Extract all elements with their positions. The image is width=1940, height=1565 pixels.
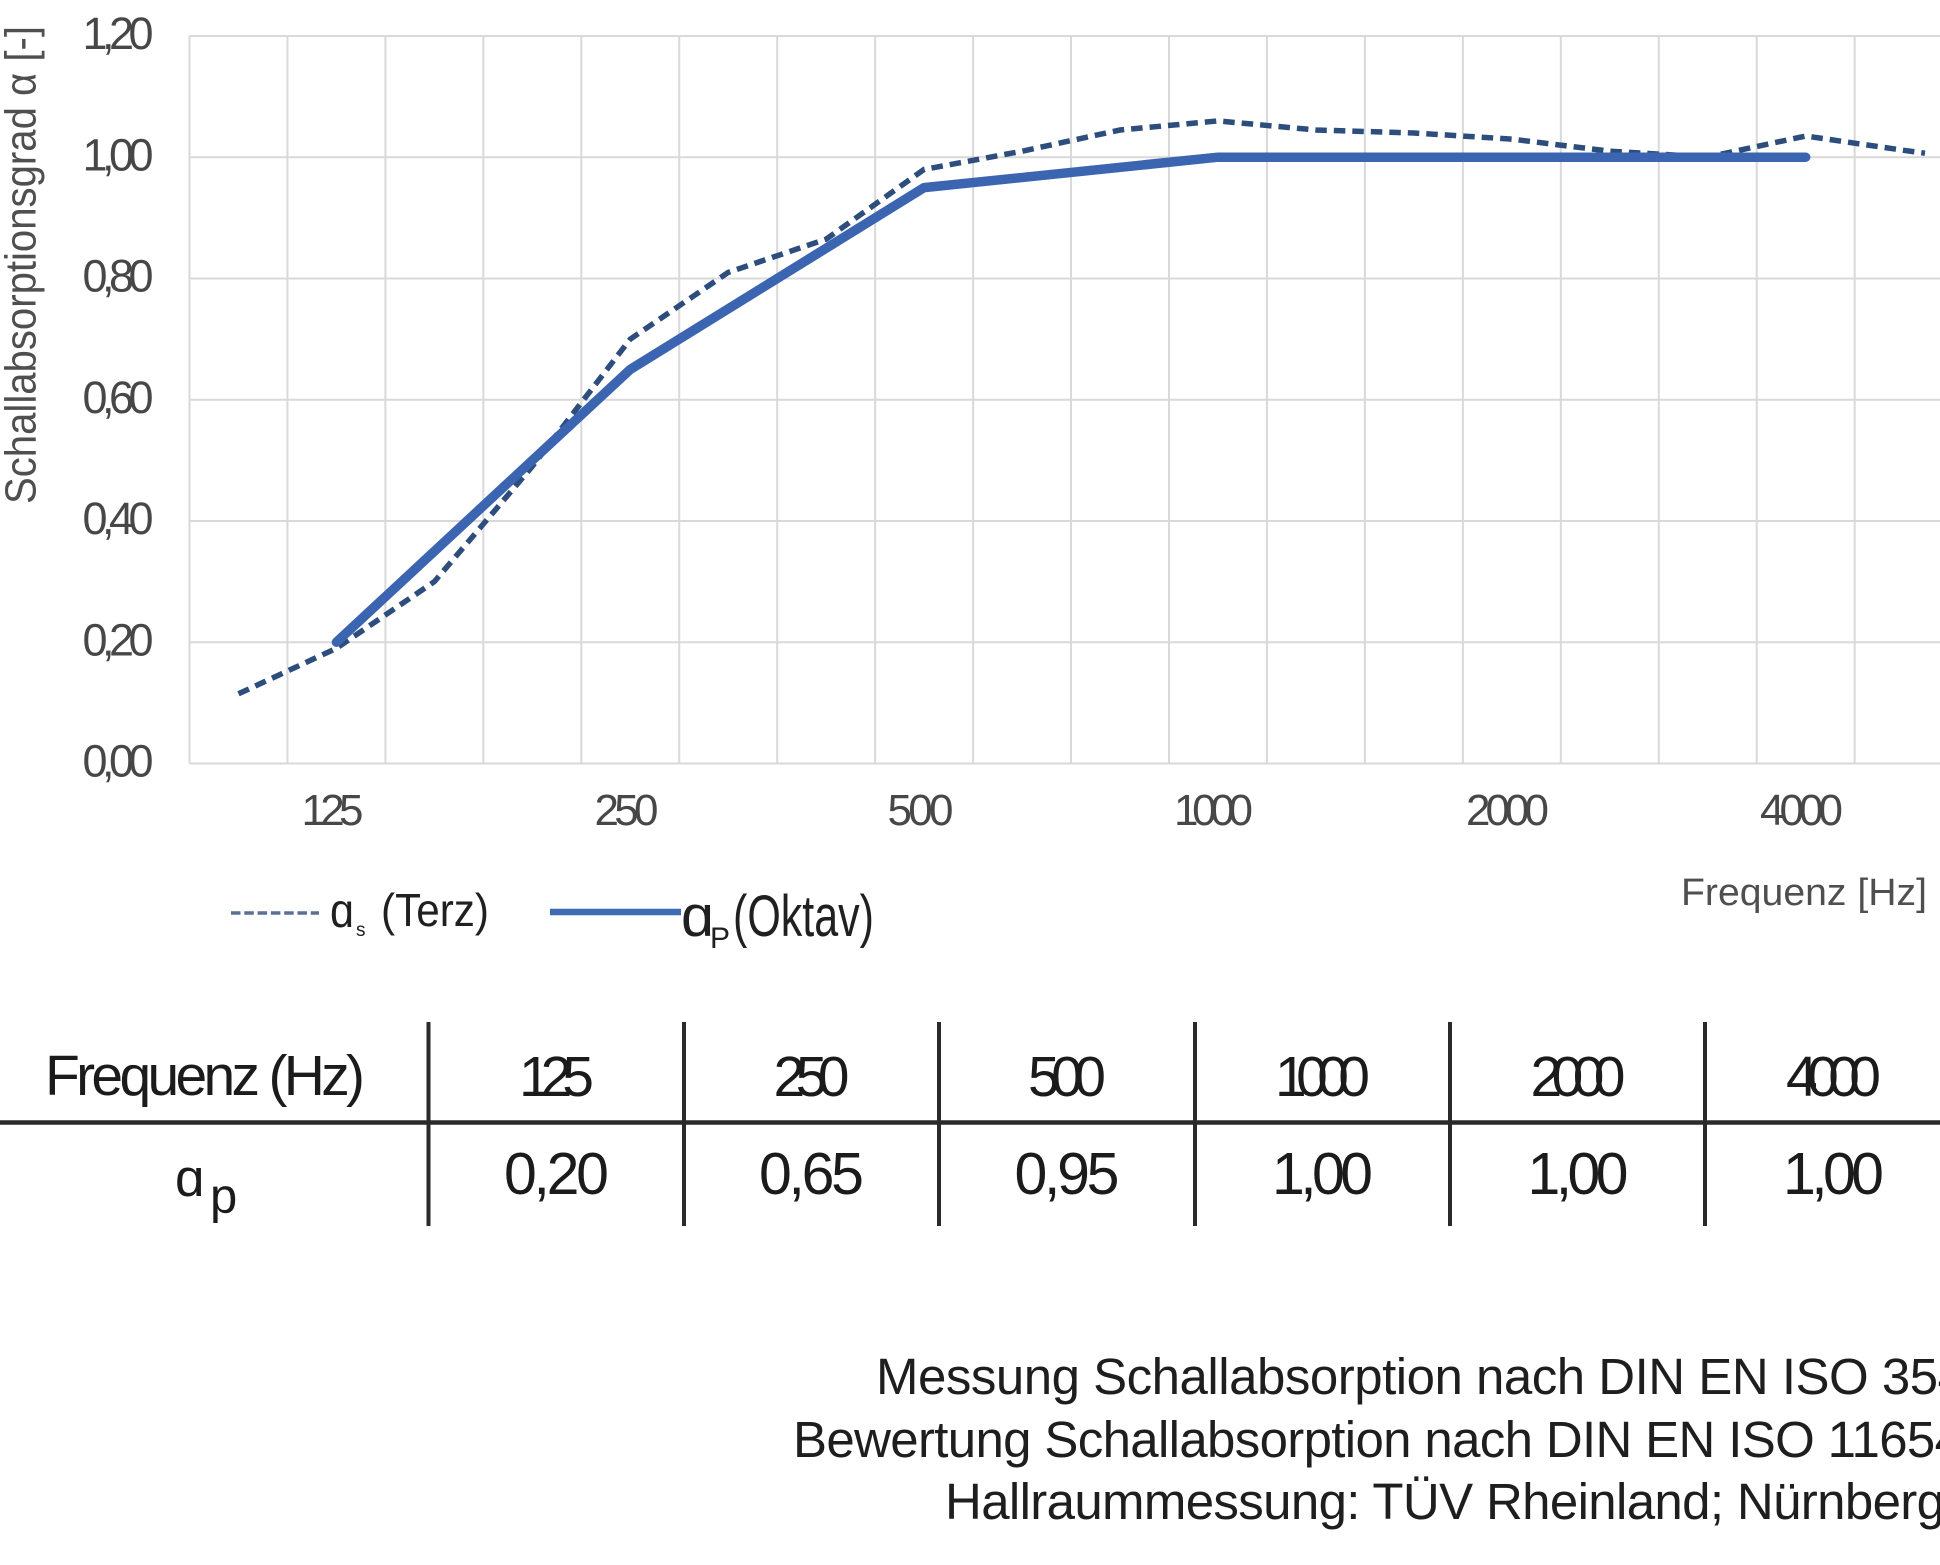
svg-text:1,00: 1,00: [1528, 1141, 1629, 1207]
svg-text:4000: 4000: [1760, 786, 1843, 835]
svg-text:2000: 2000: [1531, 1045, 1626, 1109]
svg-text:0,80: 0,80: [83, 251, 154, 302]
svg-text:500: 500: [1028, 1045, 1106, 1109]
svg-text:(Terz): (Terz): [381, 884, 489, 936]
svg-text:250: 250: [595, 786, 659, 835]
svg-text:0,95: 0,95: [1015, 1141, 1120, 1207]
svg-text:250: 250: [774, 1045, 850, 1109]
svg-text:0,20: 0,20: [504, 1141, 609, 1207]
svg-text:1,00: 1,00: [83, 130, 154, 181]
svg-text:s: s: [356, 920, 366, 941]
svg-text:Messung Schallabsorption nach: Messung Schallabsorption nach DIN EN ISO…: [876, 1348, 1940, 1405]
svg-text:0,65: 0,65: [759, 1141, 864, 1207]
svg-text:0,20: 0,20: [83, 615, 154, 666]
svg-text:Frequenz [Hz]: Frequenz [Hz]: [1681, 872, 1927, 914]
svg-text:0,60: 0,60: [83, 372, 154, 423]
svg-text:ɑ: ɑ: [175, 1149, 204, 1208]
svg-text:1,00: 1,00: [1783, 1141, 1884, 1207]
svg-text:0,40: 0,40: [83, 493, 154, 544]
svg-text:(Oktav): (Oktav): [733, 884, 874, 949]
svg-text:Bewertung Schallabsorption nac: Bewertung Schallabsorption nach DIN EN I…: [793, 1411, 1940, 1468]
svg-text:1000: 1000: [1275, 1045, 1370, 1109]
svg-text:125: 125: [519, 1045, 594, 1109]
svg-text:p: p: [210, 1170, 237, 1224]
svg-text:P: P: [710, 922, 730, 955]
svg-text:Schallabsorptionsgrad α [-]: Schallabsorptionsgrad α [-]: [0, 26, 46, 504]
svg-text:ɑ: ɑ: [681, 884, 714, 949]
svg-text:Hallraummessung: TÜV Rheinland: Hallraummessung: TÜV Rheinland; Nürnberg: [945, 1473, 1940, 1530]
svg-text:Frequenz (Hz): Frequenz (Hz): [45, 1044, 365, 1108]
svg-text:2000: 2000: [1466, 786, 1549, 835]
svg-text:1000: 1000: [1174, 786, 1253, 835]
svg-text:125: 125: [302, 786, 364, 835]
svg-text:1,20: 1,20: [83, 8, 154, 59]
svg-text:500: 500: [888, 786, 954, 835]
svg-text:0,00: 0,00: [83, 736, 154, 787]
svg-text:ɑ: ɑ: [330, 885, 354, 938]
svg-text:4000: 4000: [1786, 1045, 1881, 1109]
svg-text:1,00: 1,00: [1272, 1141, 1373, 1207]
